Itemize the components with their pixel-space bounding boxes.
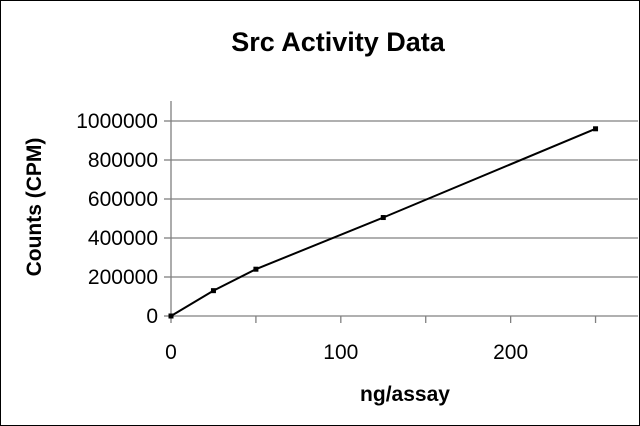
y-tick-label: 400000 <box>88 227 158 250</box>
x-tick-label: 0 <box>165 341 177 364</box>
x-tick-label: 200 <box>493 341 528 364</box>
y-tick-labels: 0 200000 400000 600000 800000 1000000 <box>76 110 158 328</box>
data-point <box>380 215 386 221</box>
data-point <box>253 266 259 272</box>
data-point <box>168 313 174 319</box>
axes <box>164 101 638 323</box>
grid <box>171 120 638 278</box>
y-tick-label: 0 <box>146 305 158 328</box>
series-line <box>170 127 596 317</box>
x-tick-labels: 0 100 200 <box>165 341 528 364</box>
data-point <box>210 288 216 294</box>
y-tick-label: 800000 <box>88 149 158 172</box>
series <box>168 126 599 319</box>
x-axis-label: ng/assay <box>360 383 450 406</box>
y-tick-label: 1000000 <box>76 110 158 133</box>
y-tick-label: 600000 <box>88 188 158 211</box>
y-axis-label: Counts (CPM) <box>23 138 46 277</box>
chart-title: Src Activity Data <box>231 27 446 57</box>
x-tick-label: 100 <box>323 341 358 364</box>
data-point <box>593 126 599 132</box>
y-tick-label: 200000 <box>88 266 158 289</box>
